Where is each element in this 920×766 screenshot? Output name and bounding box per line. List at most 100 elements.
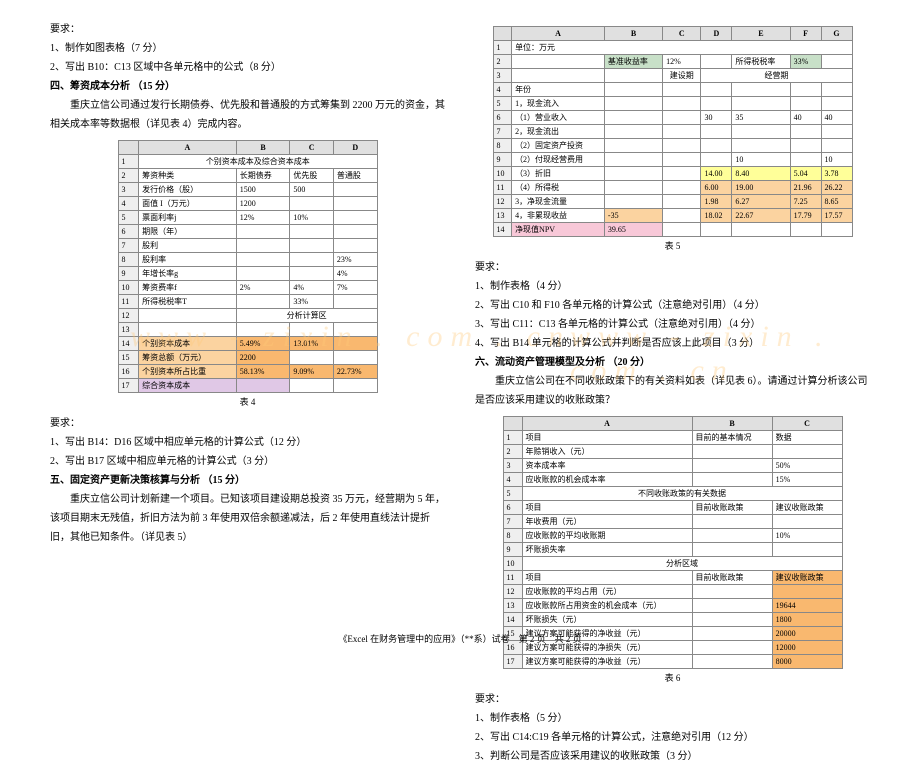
t4-c xyxy=(236,323,290,337)
t5-c xyxy=(790,97,821,111)
t4-c: 筹资总额（万元） xyxy=(139,351,237,365)
t5-c: 5 xyxy=(493,97,512,111)
t5-c: 22.67 xyxy=(732,209,790,223)
t6-c: 坏账损失（元） xyxy=(522,613,692,627)
t5-c: 净现值NPV xyxy=(512,223,605,237)
text-item2: 2、写出 B10：C13 区域中各单元格中的公式（8 分） xyxy=(50,58,445,77)
t6-c: 6 xyxy=(503,501,522,515)
t5-c: （2）固定资产投资 xyxy=(512,139,605,153)
t5-c: 2，现金流出 xyxy=(512,125,605,139)
t4-c: 12% xyxy=(236,211,290,225)
t5-c: 12 xyxy=(493,195,512,209)
t4-c xyxy=(139,323,237,337)
t4-c: 23% xyxy=(333,253,377,267)
t6-c xyxy=(692,585,772,599)
t6-c: 建议收账政策 xyxy=(772,571,842,585)
t6-c: 目前收账政策 xyxy=(692,571,772,585)
t5-c xyxy=(790,83,821,97)
t4-c: 分析计算区 xyxy=(236,309,377,323)
t5-c: 单位：万元 xyxy=(512,41,852,55)
t4-c: 10 xyxy=(118,281,139,295)
t6-c: 5 xyxy=(503,487,522,501)
t4-c: 9 xyxy=(118,267,139,281)
t5-c xyxy=(604,97,662,111)
t6-c: 12 xyxy=(503,585,522,599)
t5-c: 1，现金流入 xyxy=(512,97,605,111)
t4-h: D xyxy=(333,141,377,155)
t4-c xyxy=(333,197,377,211)
t5-c xyxy=(732,125,790,139)
t4-c: 长期债券 xyxy=(236,169,290,183)
t6-h: A xyxy=(522,417,692,431)
text-rr2: 2、写出 C14:C19 各单元格的计算公式，注意绝对引用（12 分） xyxy=(475,728,870,747)
caption-4: 表 4 xyxy=(50,395,445,408)
t5-c: （1）营业收入 xyxy=(512,111,605,125)
t4-c xyxy=(290,253,334,267)
t5-c xyxy=(821,223,852,237)
t5-c xyxy=(790,139,821,153)
t5-c: 17.79 xyxy=(790,209,821,223)
t4-c: 14 xyxy=(118,337,139,351)
t5-c: 33% xyxy=(790,55,821,69)
left-column: 要求： 1、制作如图表格（7 分） 2、写出 B10：C13 区域中各单元格中的… xyxy=(50,20,445,620)
t5-c: 18.02 xyxy=(701,209,732,223)
t5-c: 6.27 xyxy=(732,195,790,209)
text-r4: 4、写出 B14 单元格的计算公式并判断是否应该上此项目（3 分） xyxy=(475,334,870,353)
t5-c: 10 xyxy=(732,153,790,167)
t5-c xyxy=(701,55,732,69)
t6-c: 11 xyxy=(503,571,522,585)
t6-c xyxy=(692,613,772,627)
t5-c: 40 xyxy=(821,111,852,125)
t6-c xyxy=(772,543,842,557)
t4-c: 股利 xyxy=(139,239,237,253)
t6-c: 19644 xyxy=(772,599,842,613)
t4-c xyxy=(290,225,334,239)
t5-h xyxy=(493,27,512,41)
t5-h: F xyxy=(790,27,821,41)
t5-c xyxy=(604,195,662,209)
t5-c: 10 xyxy=(821,153,852,167)
t5-c: 40 xyxy=(790,111,821,125)
t5-c: 9 xyxy=(493,153,512,167)
t4-c xyxy=(333,351,377,365)
t6-c xyxy=(692,655,772,669)
t4-c xyxy=(333,295,377,309)
t5-c xyxy=(512,69,605,83)
t4-c: 13.01% xyxy=(290,337,334,351)
t4-c xyxy=(236,239,290,253)
t4-c: 个别资本成本 xyxy=(139,337,237,351)
t5-c xyxy=(604,125,662,139)
t5-c xyxy=(821,83,852,97)
t4-c: 所得税税率T xyxy=(139,295,237,309)
t5-c xyxy=(663,181,701,195)
t5-c xyxy=(732,223,790,237)
t4-c xyxy=(236,267,290,281)
t5-c: 6 xyxy=(493,111,512,125)
t6-c: 不同收账政策的有关数据 xyxy=(522,487,842,501)
t4-c xyxy=(290,379,334,393)
t5-c: 30 xyxy=(701,111,732,125)
t5-c xyxy=(604,83,662,97)
t4-c xyxy=(236,295,290,309)
t4-c: 期限（年） xyxy=(139,225,237,239)
t5-c: 经营期 xyxy=(701,69,852,83)
t5-c xyxy=(701,153,732,167)
t6-c: 8000 xyxy=(772,655,842,669)
t4-c: 1 xyxy=(118,155,139,169)
t4-c: 4% xyxy=(290,281,334,295)
t6-c: 坏账损失率 xyxy=(522,543,692,557)
text-rr3: 3、判断公司是否应该采用建议的收账政策（3 分） xyxy=(475,747,870,766)
t5-c: 年份 xyxy=(512,83,605,97)
t4-h xyxy=(118,141,139,155)
t4-c xyxy=(333,337,377,351)
t6-c: 数据 xyxy=(772,431,842,445)
t6-c xyxy=(692,445,772,459)
text-req2-r: 要求： xyxy=(475,690,870,709)
t5-c xyxy=(604,139,662,153)
text-item4: 2、写出 B17 区域中相应单元格的计算公式（3 分） xyxy=(50,452,445,471)
t4-c: 7% xyxy=(333,281,377,295)
t5-h: B xyxy=(604,27,662,41)
t5-c: 8 xyxy=(493,139,512,153)
t4-c xyxy=(290,197,334,211)
t5-c xyxy=(701,223,732,237)
